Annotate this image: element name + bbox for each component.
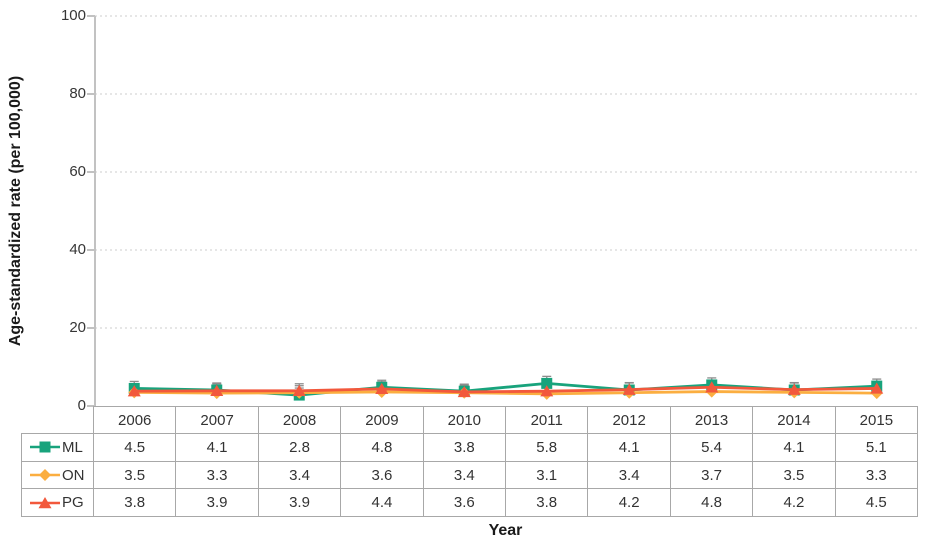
legend-key-ON: ON [22, 461, 94, 489]
value-cell-ML: 4.1 [588, 434, 671, 461]
value-cell-ON: 3.1 [506, 461, 589, 489]
diamond-legend-icon [30, 469, 60, 481]
year-header-cell: 2009 [341, 407, 424, 433]
value-cell-ML: 5.1 [865, 438, 887, 456]
year-header-cell: 2006 [94, 407, 177, 433]
series-line-PG [132, 385, 879, 394]
value-cell-ML: 4.1 [176, 434, 259, 461]
y-tick-label: 40 [69, 241, 86, 258]
year-header-cell: 2010 [424, 407, 507, 433]
value-cell-PG: 3.9 [176, 489, 259, 517]
value-cell-PG: 3.9 [259, 489, 342, 517]
value-cell-PG: 4.8 [671, 489, 754, 517]
marker-PG-2007 [210, 384, 224, 396]
year-header-cell: 2008 [259, 407, 342, 433]
value-cell-ML: 2.8 [259, 434, 342, 461]
year-header-cell: 2012 [588, 407, 671, 433]
marker-PG-2013 [705, 381, 719, 393]
legend-label: ML [62, 438, 83, 456]
y-tick-label: 0 [77, 397, 86, 414]
value-cell-PG: 3.6 [424, 489, 507, 517]
value-cell-PG: 3.8 [94, 489, 177, 517]
y-tick-label: 60 [69, 163, 86, 180]
legend-key-PG: PG [22, 489, 94, 517]
value-cell-ON: 3.3 [176, 461, 259, 489]
y-tick-label: 80 [69, 85, 86, 102]
series-line-ON [132, 390, 879, 396]
table-row-ON: ON 3.5 3.3 3.4 3.6 3.4 3.1 3.4 3.7 3.5 3.3 [22, 461, 917, 490]
marker-PG-2012 [622, 383, 636, 395]
marker-ML-2011 [541, 377, 553, 389]
marker-PG-2011 [540, 385, 554, 397]
value-cell-PG: 4.4 [341, 489, 424, 517]
data-table-year-header-row: 2006 2007 2008 2009 2010 2011 2012 2013 2014 2015 [93, 406, 918, 433]
value-cell-ON: 3.4 [424, 461, 507, 489]
value-cell-ON: 3.5 [753, 461, 836, 489]
y-tick-label: 20 [69, 319, 86, 336]
value-cell-ON: 3.6 [341, 461, 424, 489]
legend-label: ON [62, 466, 85, 484]
value-cell-ON: 3.4 [588, 461, 671, 489]
year-header-cell: 2013 [671, 407, 754, 433]
square-legend-icon [30, 441, 60, 453]
value-cell-PG: 4.5 [865, 494, 887, 512]
year-header-cell: 2014 [753, 407, 836, 433]
value-cell-PG: 3.8 [506, 489, 589, 517]
value-cell-PG: 4.2 [588, 489, 671, 517]
data-table-body: ML 4.5 4.1 2.8 4.8 3.8 5.8 4.1 5.4 4.1 5.1 ON 3.5 3.3… [21, 433, 918, 517]
marker-PG-2008 [292, 384, 306, 396]
value-cell-ML: 3.8 [424, 434, 507, 461]
triangle-legend-icon [30, 496, 60, 508]
marker-PG-2010 [457, 385, 471, 398]
marker-PG-2014 [787, 383, 801, 395]
value-cell-ML: 4.8 [341, 434, 424, 461]
marker-PG-2006 [127, 385, 141, 397]
value-cell-ML: 5.4 [671, 434, 754, 461]
marker-PG-2015 [870, 382, 884, 394]
value-cell-ON: 3.5 [94, 461, 177, 489]
value-cell-ML: 4.1 [753, 434, 836, 461]
value-cell-PG: 4.2 [753, 489, 836, 517]
year-header-cell: 2011 [506, 407, 589, 433]
legend-marker-ML [39, 441, 51, 453]
value-cell-ON: 3.3 [865, 466, 887, 484]
marker-PG-2009 [375, 382, 389, 395]
value-cell-ON: 3.7 [671, 461, 754, 489]
table-row-PG: PG 3.8 3.9 3.9 4.4 3.6 3.8 4.2 4.8 4.2 4.5 [22, 489, 917, 517]
legend-label: PG [62, 494, 84, 512]
value-cell-ON: 3.4 [259, 461, 342, 489]
year-header-cell: 2007 [176, 407, 259, 433]
value-cell-ML: 4.5 [94, 434, 177, 461]
year-header-cell: 2015 [859, 411, 894, 429]
value-cell-ML: 5.8 [506, 434, 589, 461]
legend-key-ML: ML [22, 434, 94, 461]
y-tick-label: 100 [60, 7, 86, 24]
legend-marker-PG [38, 496, 52, 508]
legend-marker-ON [39, 469, 51, 481]
x-axis-title: Year [488, 522, 523, 539]
table-row-ML: ML 4.5 4.1 2.8 4.8 3.8 5.8 4.1 5.4 4.1 5.1 [22, 434, 917, 462]
